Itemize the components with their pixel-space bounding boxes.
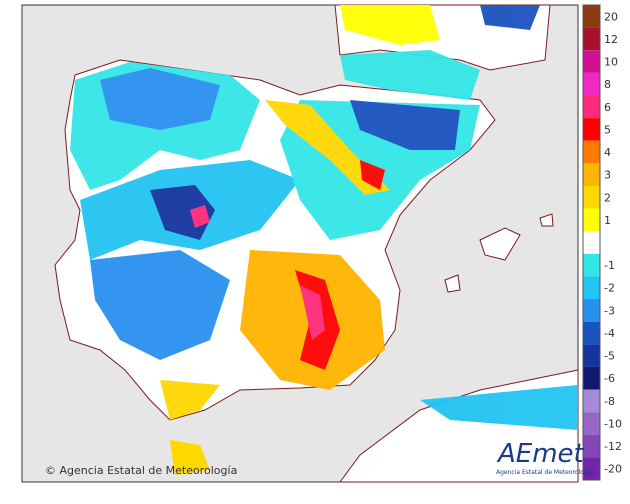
legend-label: -5 <box>604 350 615 363</box>
legend-label: 20 <box>604 10 618 23</box>
legend-swatch <box>583 434 600 458</box>
legend-label: 10 <box>604 56 618 69</box>
legend-frame <box>582 4 601 481</box>
legend-label: -2 <box>604 282 615 295</box>
legend-swatch <box>583 389 600 413</box>
legend-label: 5 <box>604 123 611 136</box>
legend-label: 6 <box>604 101 611 114</box>
legend-swatch <box>583 27 600 51</box>
legend-label: -10 <box>604 417 622 430</box>
legend-swatch <box>583 208 600 232</box>
legend-label: -1 <box>604 259 615 272</box>
legend-label: -8 <box>604 395 615 408</box>
legend-swatch <box>583 72 600 96</box>
legend-swatch <box>583 185 600 209</box>
legend-swatch <box>583 95 600 119</box>
legend-swatch <box>583 253 600 277</box>
legend-swatch <box>583 5 600 28</box>
credit: © Agencia Estatal de Meteorología <box>45 464 237 477</box>
legend-swatch <box>583 366 600 390</box>
legend-label: 1 <box>604 214 611 227</box>
legend-label: 2 <box>604 191 611 204</box>
legend-label: -3 <box>604 304 615 317</box>
legend-swatch <box>583 412 600 435</box>
legend-swatch <box>583 457 600 480</box>
legend-label: 4 <box>604 146 611 159</box>
logo-subtitle: Agencia Estatal de Meteorología <box>496 469 593 476</box>
legend-label: 3 <box>604 169 611 182</box>
legend-label: -6 <box>604 372 615 385</box>
anomaly-fields <box>70 5 578 430</box>
legend-swatch <box>583 118 600 141</box>
legend-label: 12 <box>604 33 618 46</box>
legend-swatch <box>583 50 600 73</box>
logo: AEmet <box>496 439 585 469</box>
legend-label: 8 <box>604 78 611 91</box>
legend-label: -4 <box>604 327 615 340</box>
legend-swatch <box>583 140 600 164</box>
legend-swatch <box>583 321 600 345</box>
legend-swatch <box>583 276 600 300</box>
legend-label: -12 <box>604 440 622 453</box>
legend: 20 12 10 8 6 5 4 3 2 1 -1 -2 -3 -4 -5 -6 -8 -10 -12 -20 <box>582 4 622 481</box>
legend-label: -20 <box>604 463 622 476</box>
legend-swatch <box>583 344 600 367</box>
legend-swatch <box>583 299 600 322</box>
legend-swatch <box>583 163 600 186</box>
